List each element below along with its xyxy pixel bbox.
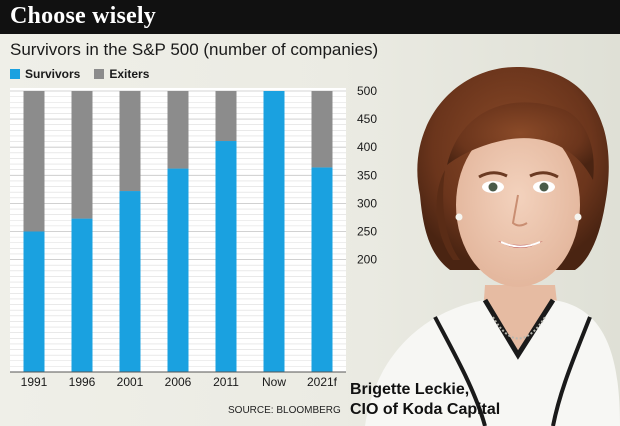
bar-exiters-2001 [119,91,141,192]
portrait-photo [365,66,620,426]
y-tick-label: 450 [357,112,377,126]
legend-swatch-exiters [94,69,105,79]
y-tick-label: 500 [357,84,377,98]
x-tick-label: 1996 [69,375,96,389]
source-note: SOURCE: BLOOMBERG [228,405,341,416]
x-tick-label: 2001 [117,375,144,389]
chart-title: Survivors in the S&P 500 (number of comp… [10,40,379,59]
y-tick-label: 350 [357,168,377,182]
chart-legend: Survivors Exiters [10,66,163,82]
y-tick-label: 300 [357,196,377,210]
y-tick-label: 400 [357,140,377,154]
legend-item-exiters: Exiters [94,67,149,81]
legend-label-exiters: Exiters [109,67,150,81]
bar-survivors-1996 [71,218,93,372]
x-tick-label: 2011 [213,375,239,389]
headline-title: Choose wisely [10,3,156,29]
bar-survivors-2006 [167,168,189,372]
headline-bar: Choose wisely [0,0,620,34]
y-tick-label: 250 [357,225,377,239]
legend-item-survivors: Survivors [10,67,80,81]
y-tick-label: 200 [357,253,377,267]
portrait-caption: Brigette Leckie, CIO of Koda Capital [350,380,500,420]
x-tick-label: Now [262,375,286,389]
bar-exiters-1996 [71,91,93,219]
bar-survivors-2011 [215,141,237,372]
legend-swatch-survivors [10,69,20,79]
bar-exiters-2006 [167,91,189,169]
bar-survivors-2001 [119,191,141,372]
bar-survivors-1991 [23,231,45,372]
caption-name: Brigette Leckie, [350,381,470,398]
x-tick-label: 2006 [165,375,192,389]
bar-survivors-2021f [311,167,333,372]
caption-role: CIO of Koda Capital [350,401,501,418]
x-tick-label: 2021f [307,375,338,389]
x-tick-label: 1991 [21,375,48,389]
legend-label-survivors: Survivors [25,67,81,81]
bar-exiters-1991 [23,91,45,232]
bar-exiters-2021f [311,91,333,168]
bar-survivors-Now [263,91,285,372]
bar-exiters-2011 [215,91,237,142]
